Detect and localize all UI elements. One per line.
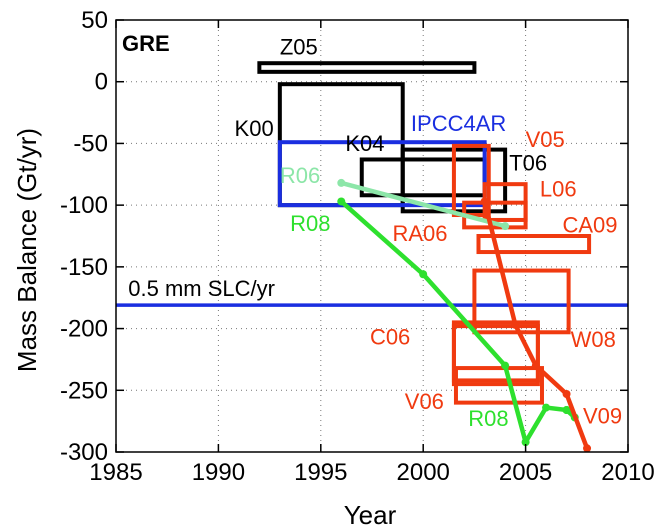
- series-point: [542, 403, 551, 412]
- estimate-box: [359, 157, 487, 198]
- estimate-label: IPCC4AR: [411, 111, 506, 136]
- plot-border: [115, 19, 629, 453]
- series-point: [583, 444, 592, 453]
- y-tick-label: -300: [60, 439, 108, 466]
- estimate-box: [453, 366, 544, 405]
- series-point: [337, 178, 346, 187]
- y-tick-label: -50: [73, 130, 108, 157]
- estimate-box: [257, 61, 477, 74]
- plot-frame: [115, 19, 629, 453]
- estimate-label: K00: [235, 116, 274, 141]
- y-tick-label: 0: [95, 69, 108, 96]
- x-tick-label: 1985: [89, 459, 142, 486]
- y-tick-label: -150: [60, 254, 108, 281]
- chart-title: GRE: [122, 31, 170, 56]
- estimate-label: C06: [370, 325, 410, 350]
- estimate-label: L06: [540, 177, 577, 202]
- series-point: [562, 406, 571, 415]
- series-point: [521, 438, 530, 447]
- estimate-label: V05: [526, 127, 565, 152]
- x-tick-label: 2000: [397, 459, 450, 486]
- series-point: [501, 222, 510, 231]
- y-tick-label: -250: [60, 377, 108, 404]
- estimate-label: CA09: [562, 212, 617, 237]
- x-tick-label: 1995: [294, 459, 347, 486]
- estimate-label: T06: [509, 151, 547, 176]
- estimate-label: K04: [345, 131, 384, 156]
- series-line: [340, 180, 506, 229]
- estimate-box: [451, 324, 540, 383]
- series-point: [511, 320, 520, 329]
- estimate-label: Z05: [280, 35, 318, 60]
- series-point: [501, 361, 510, 370]
- estimate-label: RA06: [392, 221, 447, 246]
- series-label: R06: [280, 163, 320, 188]
- series-point: [562, 389, 571, 398]
- series-point: [480, 197, 489, 206]
- series-point: [419, 270, 428, 279]
- reference-line-label: 0.5 mm SLC/yr: [128, 276, 275, 301]
- y-tick-label: -100: [60, 192, 108, 219]
- estimate-box: [277, 140, 487, 208]
- y-tick-label: -200: [60, 316, 108, 343]
- series-point: [337, 197, 346, 206]
- series-point: [531, 361, 540, 370]
- x-tick-label: 2005: [499, 459, 552, 486]
- x-axis-title: Year: [344, 500, 397, 530]
- series-label: V09: [583, 404, 622, 429]
- series-lines: [337, 178, 592, 453]
- y-tick-label: 50: [81, 7, 108, 34]
- axis-ticks: 1985 1990 1995 2000 2005 2010 50 0 -50 -100 -150 -2…: [60, 7, 655, 486]
- y-axis-title: Mass Balance (Gt/yr): [12, 128, 42, 372]
- estimate-box: [476, 234, 592, 255]
- series-label: R08: [290, 211, 330, 236]
- estimate-label: V06: [405, 389, 444, 414]
- x-tick-label: 2010: [601, 459, 654, 486]
- x-tick-label: 1990: [192, 459, 245, 486]
- series-label: R08: [468, 406, 508, 431]
- estimate-label: W08: [571, 327, 616, 352]
